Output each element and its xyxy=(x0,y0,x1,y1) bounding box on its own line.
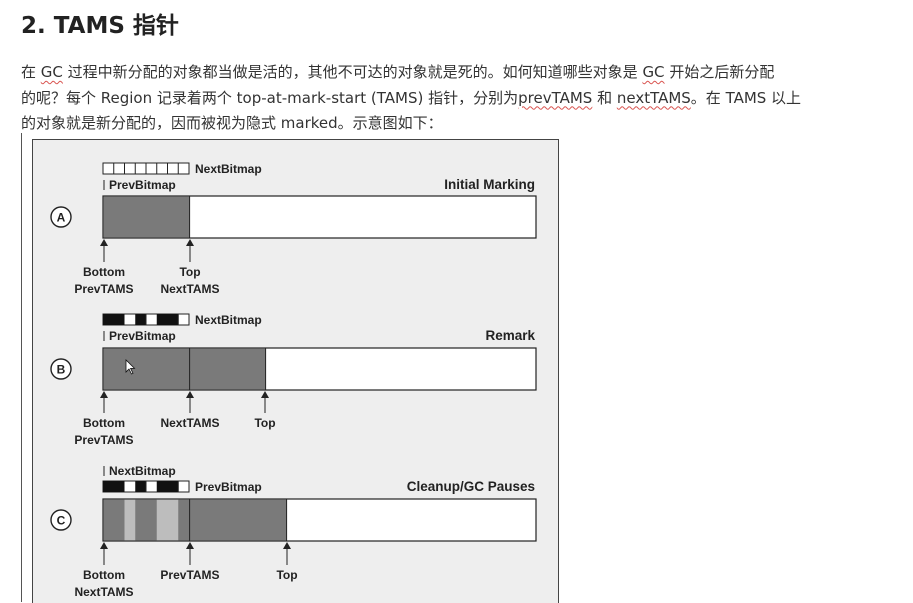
arrow-label-a-2b: NextTAMS xyxy=(160,282,219,296)
next-bitmap-a xyxy=(102,162,190,175)
next-bitmap-label-a: NextBitmap xyxy=(195,162,262,176)
paragraph-line-2: 的呢？每个 Region 记录着两个 top-at-mark-start (TA… xyxy=(21,86,901,112)
panel-b: NextBitmap PrevBitmap Remark B Bottom Pr… xyxy=(50,313,537,447)
paragraph-line-3: 的对象就是新分配的，因而被视为隐式 marked。示意图如下： xyxy=(21,111,901,137)
arrow-label-a-1b: PrevTAMS xyxy=(74,282,133,296)
circle-label-b: B xyxy=(57,363,66,377)
panel-title-b: Remark xyxy=(485,328,535,343)
freed-stripe-c-1 xyxy=(124,499,136,541)
underlined-term: GC xyxy=(40,63,63,81)
mouse-cursor-icon xyxy=(125,359,136,375)
arrow-label-b-2: NextTAMS xyxy=(160,416,219,430)
arrow-label-c-1: Bottom xyxy=(83,568,125,582)
description-paragraph: 在 GC 过程中新分配的对象都当做是活的，其他不可达的对象就是死的。如何知道哪些… xyxy=(21,60,901,137)
arrow-label-b-1: Bottom xyxy=(83,416,125,430)
paragraph-text: 。在 TAMS 以上 xyxy=(690,88,802,107)
arrow-label-b-1b: PrevTAMS xyxy=(74,433,133,447)
paragraph-text: 的对象就是新分配的，因而被视为隐式 marked。示意图如下： xyxy=(21,114,443,132)
arrow-label-c-2: PrevTAMS xyxy=(160,568,219,582)
prev-bitmap-label-c: PrevBitmap xyxy=(195,480,262,494)
freed-stripe-c-2 xyxy=(156,499,179,541)
arrow-label-c-1b: NextTAMS xyxy=(74,585,133,599)
paragraph-text: 在 xyxy=(21,63,41,81)
next-bitmap-b xyxy=(102,313,190,326)
quote-bar xyxy=(21,133,22,602)
paragraph-text: 的呢？每个 Region 记录着两个 top-at-mark-start (TA… xyxy=(21,88,519,107)
tams-diagram-figure: NextBitmap PrevBitmap Initial Marking A … xyxy=(32,139,559,603)
section-heading: 2. TAMS 指针 xyxy=(21,13,179,39)
arrow-label-b-3: Top xyxy=(254,416,275,430)
panel-title-a: Initial Marking xyxy=(444,177,535,192)
underlined-term: GC xyxy=(642,63,665,81)
arrow-label-a-2: Top xyxy=(179,265,200,279)
panel-c: NextBitmap PrevBitmap Cleanup/GC Pauses … xyxy=(50,464,537,599)
arrow-label-c-3: Top xyxy=(276,568,297,582)
circle-label-a: A xyxy=(57,211,66,225)
arrow-label-a-1: Bottom xyxy=(83,265,125,279)
next-bitmap-label-b: NextBitmap xyxy=(195,313,262,327)
paragraph-text: 和 xyxy=(592,88,617,107)
circle-label-c: C xyxy=(57,514,66,528)
prev-bitmap-c xyxy=(102,480,190,493)
prev-bitmap-label-a: PrevBitmap xyxy=(109,178,176,192)
panel-title-c: Cleanup/GC Pauses xyxy=(407,479,535,494)
underlined-term: prevTAMS xyxy=(518,88,593,107)
marked-area-a xyxy=(103,196,190,238)
paragraph-text: 过程中新分配的对象都当做是活的，其他不可达的对象就是死的。如何知道哪些对象是 xyxy=(62,63,643,81)
tams-diagram: NextBitmap PrevBitmap Initial Marking A … xyxy=(50,162,537,599)
paragraph-text: 开始之后新分配 xyxy=(664,63,775,81)
next-bitmap-label-c: NextBitmap xyxy=(109,464,176,478)
prev-bitmap-label-b: PrevBitmap xyxy=(109,329,176,343)
paragraph-line-1: 在 GC 过程中新分配的对象都当做是活的，其他不可达的对象就是死的。如何知道哪些… xyxy=(21,60,901,86)
underlined-term: nextTAMS xyxy=(616,88,691,107)
panel-a: NextBitmap PrevBitmap Initial Marking A … xyxy=(50,162,537,296)
